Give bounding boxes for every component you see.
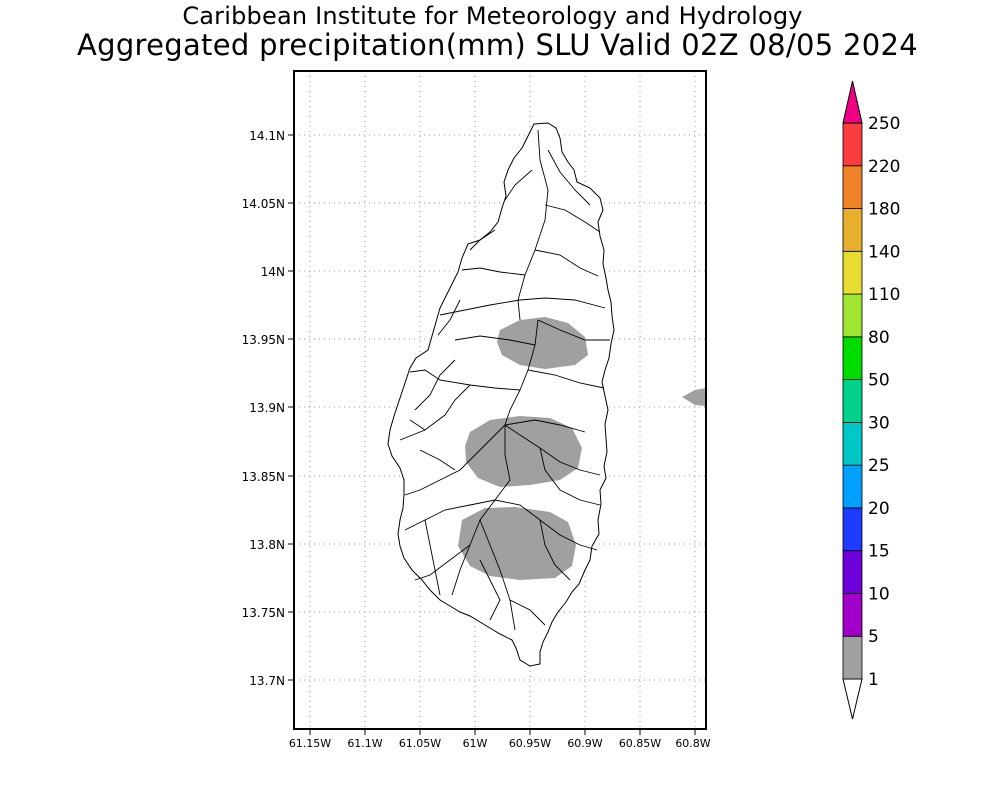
colorbar-swatch [842,593,863,637]
colorbar-swatch [842,122,863,167]
colorbar-swatch [842,165,863,209]
y-tick-label: 13.7N [249,674,285,688]
colorbar-swatch [842,550,863,594]
colorbar-swatch [842,336,863,381]
x-tick-label: 60.9W [567,737,602,750]
x-tick-label: 61.05W [399,737,441,750]
colorbar-label: 25 [868,456,890,476]
colorbar-swatch [842,635,863,680]
river-lines [399,129,610,631]
y-tick-label: 14.1N [249,129,285,143]
y-axis [288,134,294,681]
colorbar-bottom-arrow [842,678,863,720]
colorbar-label: 50 [868,371,890,391]
colorbar-swatch [842,421,863,466]
title-line-2: Aggregated precipitation(mm) SLU Valid 0… [77,28,918,62]
colorbar-swatch [842,507,863,552]
x-tick-label: 60.8W [675,737,710,750]
title-line-1: Caribbean Institute for Meteorology and … [182,2,803,30]
colorbar-label: 30 [868,413,890,433]
colorbar-label: 10 [868,584,890,604]
colorbar-label: 220 [868,157,900,177]
map-border [293,70,707,730]
colorbar-swatch [842,464,863,509]
colorbar-label: 20 [868,499,890,519]
colorbar-label: 110 [868,285,900,305]
x-tick-label: 61W [463,737,488,750]
colorbar-swatch [842,379,863,423]
colorbar-label: 5 [868,627,879,647]
y-tick-label: 13.85N [242,470,285,484]
x-tick-label: 61.1W [347,737,382,750]
x-tick-labels: 61.15W 61.1W 61.05W 61W 60.95W 60.9W 60.… [289,737,711,750]
y-tick-label: 13.75N [242,606,285,620]
colorbar-label: 80 [868,328,890,348]
colorbar-label: 180 [868,200,900,220]
colorbar-label: 1 [868,670,879,690]
y-tick-label: 13.8N [249,538,285,552]
x-tick-label: 60.95W [509,737,551,750]
x-axis [309,729,696,735]
colorbar-swatch [842,293,863,338]
y-tick-labels: 14.1N 14.05N 14N 13.95N 13.9N 13.85N 13.… [242,129,285,688]
colorbar-swatch [842,250,863,295]
colorbar-label: 250 [868,114,900,134]
x-tick-label: 60.85W [619,737,661,750]
colorbar-label: 15 [868,542,890,562]
colorbar-swatch [842,208,863,252]
colorbar-label: 140 [868,242,900,262]
rainfall-areas [458,317,706,580]
y-tick-label: 14N [261,265,285,279]
colorbar-top-arrow [842,80,863,124]
y-tick-label: 13.95N [242,333,285,347]
y-tick-label: 14.05N [242,197,285,211]
y-tick-label: 13.9N [249,401,285,415]
x-tick-label: 61.15W [289,737,331,750]
